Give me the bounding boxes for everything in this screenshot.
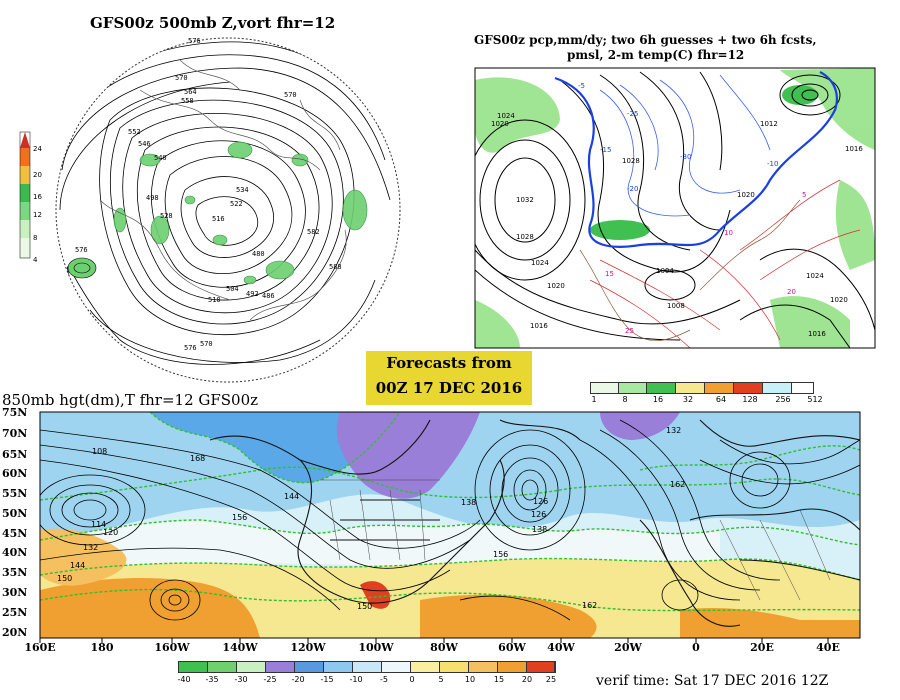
temp-scale-bar	[178, 661, 556, 673]
panel-850mb-title: 850mb hgt(dm),T fhr=12 GFS00z	[2, 391, 259, 409]
panel-precip-title-line2: pmsl, 2-m temp(C) fhr=12	[567, 48, 745, 62]
vort-colorbar	[19, 131, 31, 259]
panel-500mb-title: GFS00z 500mb Z,vort fhr=12	[90, 14, 336, 32]
polar-contours	[56, 38, 400, 382]
banner-line1: Forecasts from	[386, 354, 512, 372]
precip-scale-bar	[590, 382, 814, 394]
banner-line2: 00Z 17 DEC 2016	[375, 379, 523, 397]
verif-time: verif time: Sat 17 DEC 2016 12Z	[596, 673, 829, 689]
map-850mb	[40, 412, 860, 638]
precip-map	[475, 68, 875, 348]
forecast-banner: Forecasts from 00Z 17 DEC 2016	[366, 351, 532, 405]
panel-precip-title-line1: GFS00z pcp,mm/dy; two 6h guesses + two 6…	[474, 33, 817, 47]
